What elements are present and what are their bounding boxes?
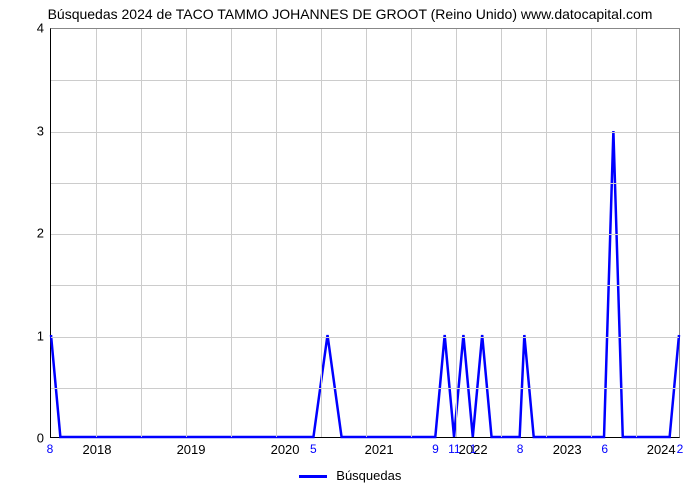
grid-v <box>636 29 637 437</box>
point-label: 8 <box>47 442 54 456</box>
grid-v <box>366 29 367 437</box>
grid-v <box>231 29 232 437</box>
grid-h <box>51 234 679 235</box>
legend-label: Búsquedas <box>336 468 401 483</box>
line-series <box>51 29 679 437</box>
x-tick: 2019 <box>177 442 206 457</box>
grid-v <box>186 29 187 437</box>
y-tick: 1 <box>4 328 44 343</box>
grid-v <box>141 29 142 437</box>
point-label: 1 <box>470 442 477 456</box>
series-path <box>51 131 679 437</box>
point-label: 8 <box>517 442 524 456</box>
y-tick: 3 <box>4 123 44 138</box>
grid-h <box>51 337 679 338</box>
grid-h <box>51 132 679 133</box>
y-tick: 4 <box>4 21 44 36</box>
y-tick: 0 <box>4 431 44 446</box>
grid-v <box>96 29 97 437</box>
plot-area <box>50 28 680 438</box>
chart-container: Búsquedas 2024 de TACO TAMMO JOHANNES DE… <box>0 0 700 500</box>
grid-h <box>51 183 679 184</box>
grid-v <box>411 29 412 437</box>
grid-h <box>51 80 679 81</box>
point-label: 9 <box>432 442 439 456</box>
grid-v <box>321 29 322 437</box>
grid-v <box>456 29 457 437</box>
point-label: 6 <box>601 442 608 456</box>
grid-v <box>276 29 277 437</box>
point-label: 2 <box>677 442 684 456</box>
x-tick: 2023 <box>553 442 582 457</box>
grid-v <box>501 29 502 437</box>
x-tick: 2020 <box>271 442 300 457</box>
grid-v <box>591 29 592 437</box>
legend-swatch <box>299 475 327 478</box>
point-label: 11 <box>448 442 460 456</box>
x-tick: 2021 <box>365 442 394 457</box>
grid-v <box>546 29 547 437</box>
grid-h <box>51 388 679 389</box>
grid-h <box>51 285 679 286</box>
chart-title: Búsquedas 2024 de TACO TAMMO JOHANNES DE… <box>0 6 700 22</box>
x-tick: 2018 <box>83 442 112 457</box>
legend: Búsquedas <box>0 468 700 483</box>
x-tick: 2024 <box>647 442 676 457</box>
y-tick: 2 <box>4 226 44 241</box>
point-label: 5 <box>310 442 317 456</box>
